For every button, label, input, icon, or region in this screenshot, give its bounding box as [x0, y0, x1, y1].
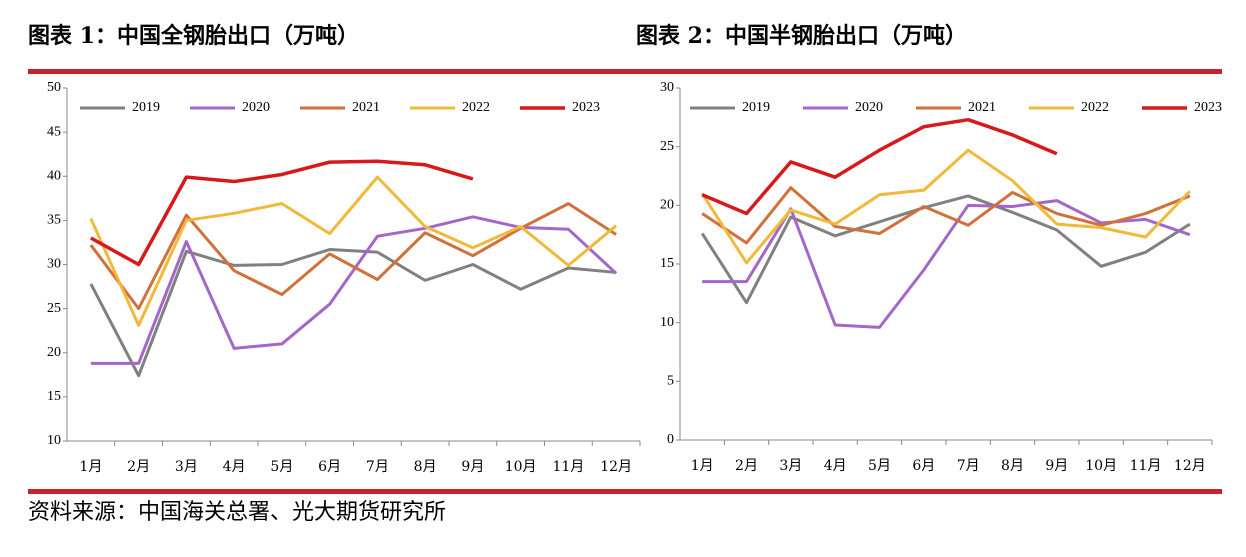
top-rule [28, 69, 1222, 74]
legend-label: 2023 [572, 100, 600, 115]
legend-label: 2020 [242, 100, 270, 115]
series-line [89, 175, 618, 327]
x-tick-label: 4月 [223, 459, 246, 475]
x-tick-label: 1月 [691, 458, 714, 474]
y-tick-label: 50 [47, 80, 61, 95]
series-line [701, 186, 1191, 245]
y-tick-label: 40 [47, 168, 61, 183]
x-tick-label: 11月 [552, 459, 584, 475]
y-tick-label: 30 [660, 80, 674, 95]
x-tick-label: 11月 [1130, 458, 1162, 474]
legend-label: 2022 [1081, 100, 1109, 115]
series-line [89, 247, 617, 378]
series-line [700, 194, 1191, 305]
y-tick-label: 15 [47, 389, 61, 404]
x-tick-label: 12月 [600, 459, 632, 475]
y-tick-label: 10 [47, 433, 61, 448]
x-tick-label: 8月 [1001, 458, 1024, 474]
x-tick-label: 2月 [735, 458, 758, 474]
chart-title: 图表 2：中国半钢胎出口（万吨） [636, 23, 967, 49]
x-tick-label: 5月 [868, 458, 891, 474]
y-tick-label: 0 [667, 432, 674, 447]
x-tick-label: 7月 [957, 458, 980, 474]
x-tick-label: 7月 [366, 459, 389, 475]
x-tick-label: 4月 [824, 458, 847, 474]
legend-label: 2020 [855, 100, 883, 115]
source-note: 资料来源：中国海关总署、光大期货研究所 [28, 500, 446, 525]
y-tick-label: 25 [660, 139, 674, 154]
series-line [89, 202, 617, 311]
x-tick-label: 12月 [1174, 458, 1206, 474]
y-tick-label: 15 [660, 256, 674, 271]
series-line [90, 215, 618, 365]
series-line [701, 117, 1058, 216]
legend-label: 2021 [968, 100, 996, 115]
x-tick-label: 10月 [1085, 458, 1117, 474]
y-tick-label: 35 [47, 213, 61, 228]
x-tick-label: 9月 [461, 459, 484, 475]
x-tick-label: 5月 [270, 459, 293, 475]
x-tick-label: 3月 [779, 458, 802, 474]
x-tick-label: 6月 [912, 458, 935, 474]
y-tick-label: 10 [660, 315, 674, 330]
x-tick-label: 3月 [175, 459, 198, 475]
y-tick-label: 5 [667, 374, 674, 389]
x-tick-label: 8月 [414, 459, 437, 475]
bottom-rule [28, 489, 1222, 494]
x-tick-label: 2月 [127, 459, 150, 475]
series-line [90, 159, 474, 267]
y-tick-label: 20 [47, 345, 61, 360]
series-line [700, 148, 1191, 265]
x-tick-label: 6月 [318, 459, 341, 475]
x-tick-label: 10月 [505, 459, 537, 475]
y-tick-label: 30 [47, 257, 61, 272]
legend-label: 2019 [132, 100, 160, 115]
x-tick-label: 1月 [79, 459, 102, 475]
legend-label: 2019 [742, 100, 770, 115]
legend-label: 2021 [352, 100, 380, 115]
y-tick-label: 25 [47, 301, 61, 316]
legend-label: 2023 [1194, 100, 1222, 115]
y-tick-label: 45 [47, 124, 61, 139]
x-tick-label: 9月 [1045, 458, 1068, 474]
y-tick-label: 20 [660, 198, 674, 213]
legend-label: 2022 [462, 100, 490, 115]
chart-title: 图表 1：中国全钢胎出口（万吨） [28, 23, 359, 49]
